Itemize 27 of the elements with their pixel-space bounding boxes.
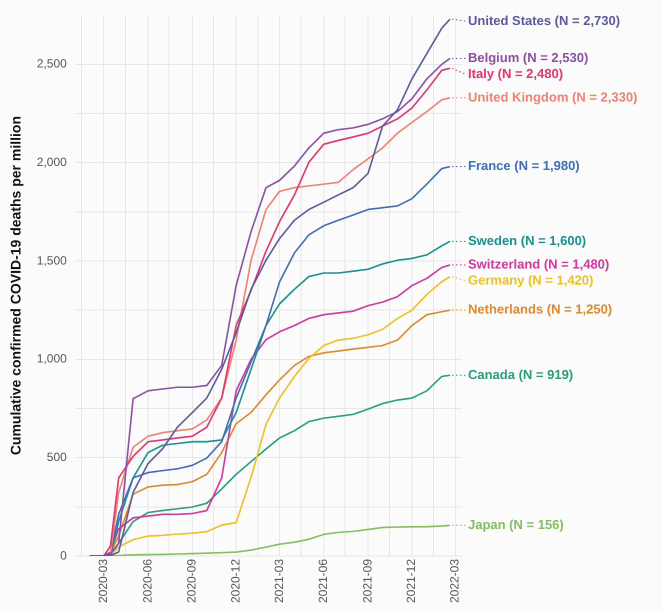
x-tick-label: 2020-03: [96, 558, 110, 604]
y-tick-label: 1,000: [36, 352, 68, 366]
y-tick-label: 500: [46, 450, 68, 464]
y-tick-label: 1,500: [36, 253, 68, 268]
legend-label: France (N = 1,980): [468, 158, 580, 174]
legend-label: Netherlands (N = 1,250): [468, 302, 612, 317]
x-tick-label: 2021-06: [316, 558, 330, 604]
y-tick-label: 2,500: [36, 56, 68, 71]
x-tick-label: 2020-12: [228, 558, 242, 604]
x-tick-label: 2022-03: [448, 558, 462, 604]
x-tick-label: 2020-06: [140, 558, 154, 604]
x-tick-label: 2021-03: [272, 558, 286, 604]
legend-label: Japan (N = 156): [468, 516, 564, 532]
legend-label: United Kingdom (N = 2,330): [468, 89, 638, 104]
x-tick-label: 2020-09: [184, 558, 199, 604]
y-tick-label: 0: [60, 548, 68, 562]
y-axis-title: Cumulative confirmed COVID-19 deaths per million: [7, 116, 24, 456]
legend-label: Germany (N = 1,420): [468, 272, 594, 288]
legend-label: Canada (N = 919): [468, 366, 574, 382]
y-tick-label: 2,000: [36, 154, 68, 169]
legend-label: Belgium (N = 2,530): [468, 50, 588, 66]
legend-label: Sweden (N = 1,600): [468, 232, 586, 248]
legend-label: Switzerland (N = 1,480): [468, 256, 610, 272]
x-tick-label: 2021-12: [404, 558, 418, 604]
x-tick-label: 2021-09: [360, 558, 374, 604]
legend-label: Italy (N = 2,480): [468, 66, 564, 82]
legend-label: United States (N = 2,730): [468, 12, 620, 28]
